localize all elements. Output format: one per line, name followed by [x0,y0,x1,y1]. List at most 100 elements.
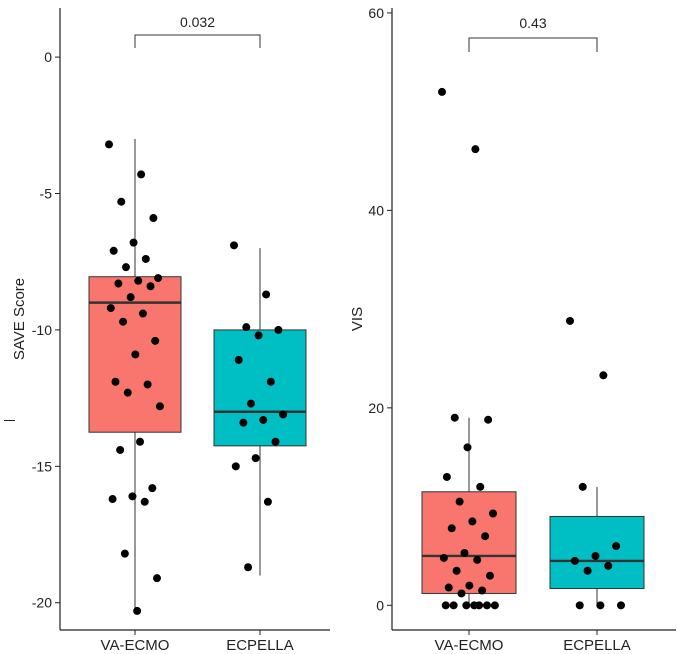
data-point [591,551,600,560]
data-point [242,323,251,332]
data-point [108,495,117,504]
data-point [151,336,160,345]
data-point [471,145,480,154]
data-point [274,325,283,334]
data-point [439,553,448,562]
data-point [141,254,150,263]
data-point [138,309,147,318]
data-point [128,492,137,501]
data-point [460,548,469,557]
y-tick-label: -5 [40,186,53,202]
data-point [134,276,143,285]
y-tick-label: 60 [368,5,384,21]
data-point [570,556,579,565]
data-point [279,410,288,419]
data-point [123,388,132,397]
data-point [462,601,471,610]
box-iqr [213,329,307,447]
data-point [476,482,485,491]
data-point [234,355,243,364]
data-point [438,87,446,96]
data-point [457,589,466,598]
data-point [444,583,453,592]
vis-panel: 0 20 40 60 VIS VA-ECMO ECPELLA 0.43 [349,5,676,654]
data-point [604,561,613,570]
data-point [119,317,128,326]
data-point [612,542,621,551]
data-point [482,601,491,610]
data-point [596,601,605,610]
data-point [566,316,574,325]
data-point [120,549,129,558]
data-point [140,497,149,506]
data-point [465,581,474,590]
x-tick-label: VA-ECMO [435,637,504,654]
data-point [109,246,118,255]
p-value-label: 0.43 [519,15,546,31]
data-point [484,415,493,424]
data-point [148,484,157,493]
data-point [447,524,456,533]
y-tick-label: -10 [32,322,52,338]
data-point [616,601,625,610]
data-point [578,482,587,491]
data-point [116,445,125,454]
data-point [136,437,145,446]
data-point [239,418,248,427]
data-point [254,331,263,340]
data-point [230,241,238,250]
data-point [111,377,120,386]
data-point [129,238,138,247]
significance-bracket [468,37,598,52]
data-point [271,437,280,446]
x-tick-label: ECPELLA [226,637,294,654]
data-point [155,402,164,411]
data-point [583,566,592,575]
y-tick-label: 0 [44,49,52,65]
y-tick-label: 40 [368,202,384,218]
x-tick-label: VA-ECMO [101,637,170,654]
significance-bracket [134,34,261,48]
y-tick-label: -20 [32,595,52,611]
data-point [450,413,459,422]
data-point [452,566,461,575]
data-point [599,371,608,380]
data-point [146,282,155,291]
p-value-label: 0.032 [180,14,215,30]
data-point [473,555,482,564]
data-point [114,279,123,288]
data-point [263,497,272,506]
box-iqr [421,491,517,594]
data-point [152,574,161,583]
data-point [149,214,158,223]
data-point [485,571,494,580]
data-point [468,517,477,526]
data-point [455,497,464,506]
y-tick-label: -15 [32,458,52,474]
data-point [105,140,113,149]
data-point [478,586,487,595]
data-point [575,601,584,610]
data-point [131,350,140,359]
y-axis-title: SAVE Score [11,278,28,360]
data-point [266,377,275,386]
data-point [442,472,451,481]
data-point [106,304,115,313]
y-tick-label: 20 [368,400,384,416]
data-point [488,509,497,518]
data-point [246,399,255,408]
data-point [449,601,458,610]
data-point [441,601,450,610]
data-point [481,532,490,541]
data-point [154,274,163,283]
data-point [143,380,152,389]
data-point [475,601,484,610]
x-tick-label: ECPELLA [563,637,631,654]
data-point [244,563,253,572]
data-point [137,170,146,179]
data-point [126,293,135,302]
data-point [251,454,260,463]
data-point [262,290,271,299]
data-point [133,606,142,615]
